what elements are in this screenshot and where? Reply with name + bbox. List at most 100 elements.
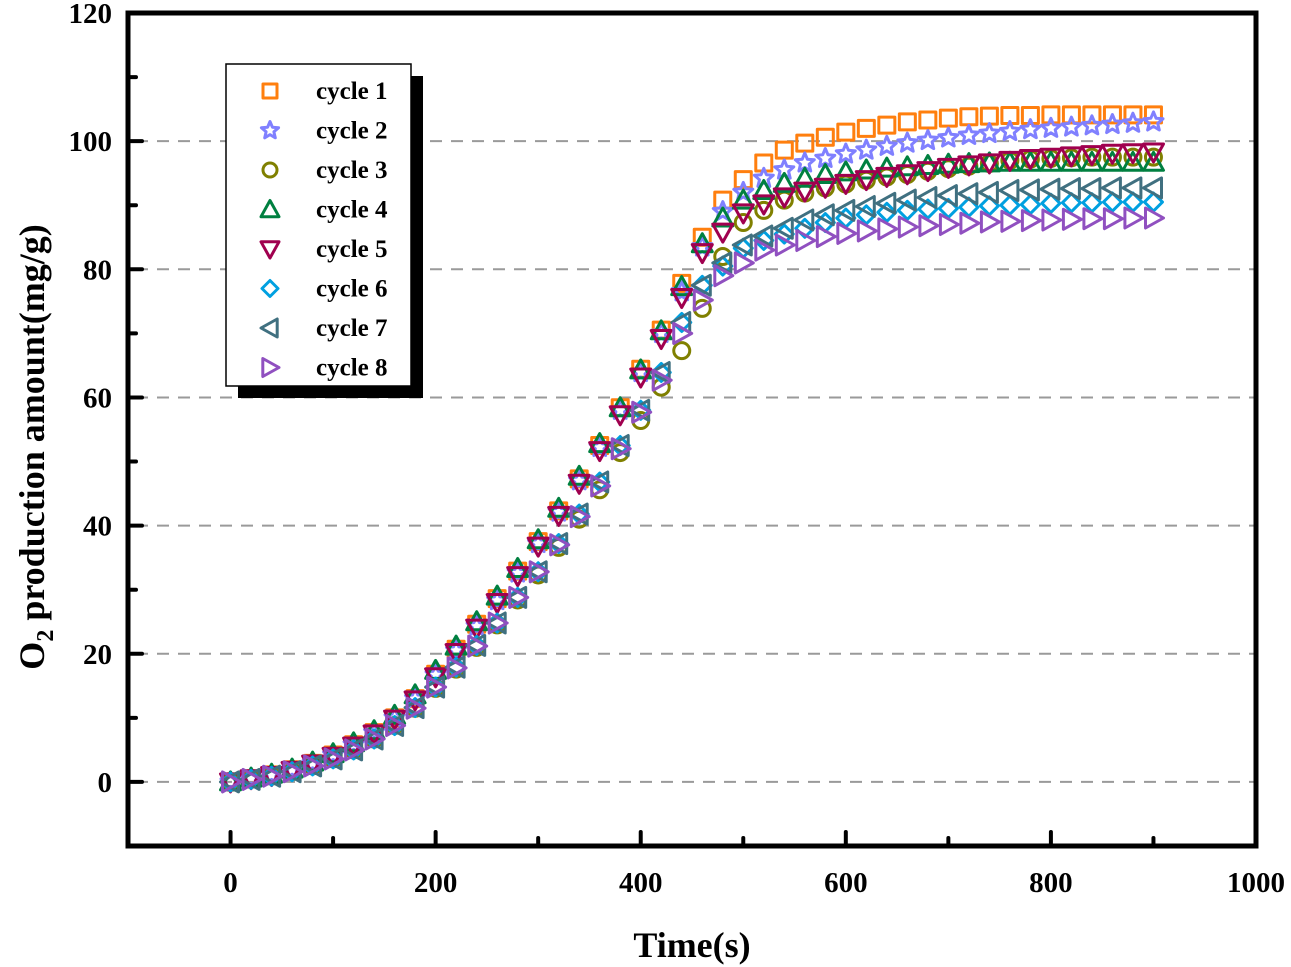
data-point-cycle-2: [937, 126, 960, 148]
x-axis-title: Time(s): [633, 925, 750, 965]
data-point-cycle-3: [1143, 147, 1163, 167]
data-point-cycle-5: [752, 194, 776, 216]
legend-label-cycle-6: cycle 6: [316, 276, 387, 303]
data-point-cycle-2: [1039, 116, 1062, 138]
data-point-cycle-8: [1000, 209, 1022, 233]
data-point-cycle-5: [588, 441, 612, 463]
data-point-cycle-2: [1019, 118, 1042, 140]
data-point-cycle-8: [979, 210, 1001, 234]
data-point-cycle-7: [916, 186, 938, 209]
y-tick-label: 40: [83, 511, 112, 543]
data-point-cycle-5: [875, 166, 899, 188]
data-point-cycle-2: [1060, 115, 1083, 137]
y-tick-label: 60: [83, 382, 112, 414]
y-axis-title-subscript: 2: [33, 630, 59, 642]
data-point-cycle-4: [957, 152, 981, 174]
data-point-cycle-4: [772, 171, 796, 193]
data-point-cycle-1: [1123, 105, 1143, 125]
data-point-cycle-4: [731, 188, 755, 210]
data-point-cycle-8: [836, 221, 858, 245]
data-point-cycle-6: [876, 201, 898, 223]
data-point-cycle-5: [629, 367, 653, 389]
data-point-cycle-8: [426, 675, 448, 699]
data-point-cycle-3: [733, 213, 753, 233]
data-point-cycle-2: [875, 134, 898, 156]
data-point-cycle-8: [569, 505, 591, 529]
data-point-cycle-4: [936, 152, 960, 174]
data-point-cycle-8: [405, 696, 427, 720]
data-point-cycle-8: [1020, 209, 1042, 233]
data-point-cycle-8: [364, 727, 386, 751]
data-point-cycle-8: [918, 214, 940, 238]
data-point-cycle-8: [795, 229, 817, 252]
data-point-cycle-8: [262, 764, 284, 788]
data-point-cycle-8: [385, 714, 407, 737]
data-point-cycle-7: [813, 203, 835, 227]
data-point-cycle-1: [959, 107, 979, 127]
data-point-cycle-7: [588, 470, 610, 494]
data-point-cycle-1: [918, 110, 938, 130]
data-point-cycle-5: [731, 203, 755, 225]
legend-label-cycle-7: cycle 7: [316, 315, 387, 342]
data-point-cycle-5: [977, 153, 1001, 175]
data-point-cycle-8: [651, 368, 673, 392]
data-point-cycle-5: [936, 157, 960, 179]
data-point-cycle-8: [241, 767, 263, 791]
data-point-cycle-7: [895, 188, 917, 212]
series-cycle-8: [221, 206, 1165, 794]
data-point-cycle-5: [1080, 145, 1104, 167]
data-point-cycle-5: [465, 618, 489, 640]
data-point-cycle-4: [690, 232, 714, 254]
data-point-cycle-8: [938, 213, 960, 236]
data-point-cycle-8: [672, 321, 694, 345]
data-point-cycle-5: [834, 173, 858, 195]
data-point-cycle-5: [1059, 146, 1083, 168]
data-point-cycle-1: [795, 133, 815, 153]
data-point-cycle-2: [834, 142, 857, 164]
legend-marker-cycle-3: [261, 161, 279, 179]
data-point-cycle-5: [444, 643, 468, 664]
x-tick-label: 1000: [1227, 867, 1285, 899]
data-point-cycle-7: [752, 224, 774, 248]
data-point-cycle-7: [772, 216, 794, 240]
data-point-cycle-8: [1123, 206, 1145, 230]
data-point-cycle-5: [854, 170, 878, 192]
data-point-cycle-2: [896, 131, 919, 153]
data-point-cycle-7: [1100, 176, 1122, 200]
legend-marker-cycle-6: [260, 279, 280, 298]
data-point-cycle-8: [590, 474, 612, 498]
data-point-cycle-5: [608, 405, 632, 427]
data-point-cycle-2: [957, 123, 980, 145]
data-point-cycle-7: [649, 361, 671, 384]
data-point-cycle-8: [856, 219, 878, 243]
legend-box: [225, 63, 412, 387]
data-point-cycle-2: [1142, 110, 1165, 132]
data-point-cycle-4: [793, 166, 817, 188]
data-point-cycle-1: [1082, 105, 1102, 125]
data-point-cycle-7: [957, 182, 979, 206]
data-point-cycle-5: [567, 473, 591, 495]
legend-label-cycle-4: cycle 4: [316, 197, 388, 224]
data-point-cycle-7: [1039, 177, 1061, 201]
data-point-cycle-8: [754, 238, 776, 262]
data-point-cycle-5: [526, 536, 550, 558]
data-point-cycle-2: [1121, 111, 1144, 133]
data-point-cycle-4: [1142, 150, 1165, 172]
data-point-cycle-1: [856, 118, 876, 138]
data-point-cycle-8: [1082, 207, 1104, 231]
data-point-cycle-1: [1041, 105, 1061, 125]
legend-label-cycle-3: cycle 3: [316, 157, 387, 184]
data-point-cycle-7: [1018, 178, 1040, 202]
data-point-cycle-4: [916, 154, 940, 175]
data-point-cycle-2: [855, 138, 878, 160]
data-point-cycle-2: [978, 122, 1001, 144]
data-point-cycle-5: [998, 150, 1022, 172]
data-point-cycle-4: [834, 160, 858, 182]
data-point-cycle-8: [1061, 207, 1083, 231]
legend-marker-cycle-1: [261, 82, 279, 100]
data-point-cycle-1: [877, 115, 897, 135]
data-point-cycle-4: [1080, 150, 1104, 172]
y-tick-label: 0: [98, 767, 113, 799]
data-point-cycle-7: [977, 180, 999, 204]
